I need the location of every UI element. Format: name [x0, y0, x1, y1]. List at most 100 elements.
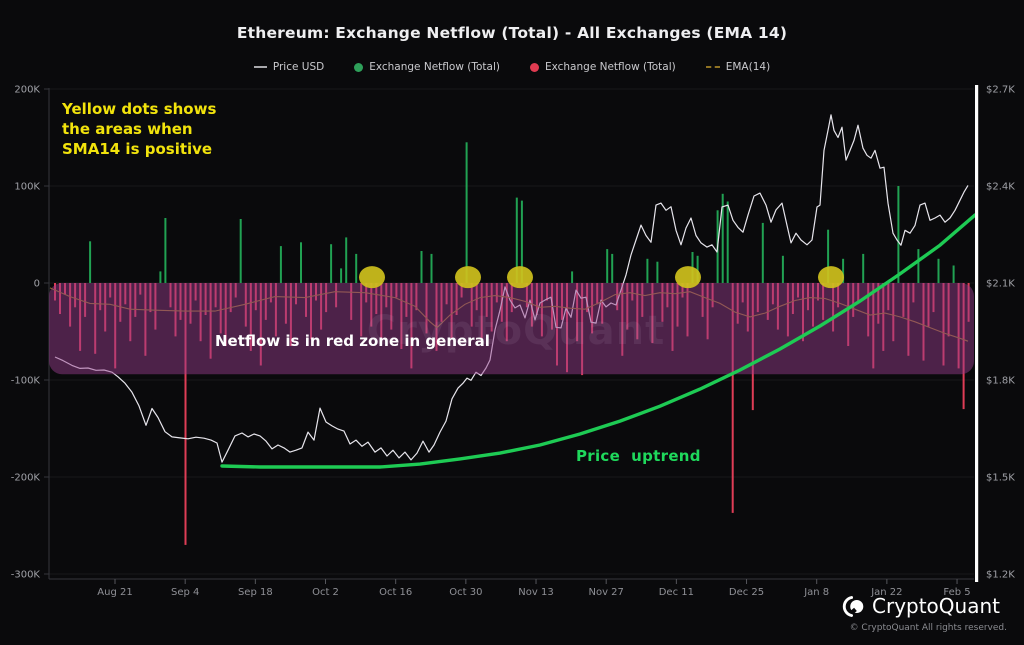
netflow-bar[interactable]	[696, 255, 699, 283]
netflow-bar[interactable]	[495, 283, 498, 303]
netflow-bar[interactable]	[561, 283, 563, 320]
netflow-bar[interactable]	[234, 283, 237, 298]
netflow-bar[interactable]	[69, 283, 72, 327]
netflow-bar[interactable]	[244, 283, 247, 327]
netflow-bar[interactable]	[812, 283, 814, 327]
netflow-bar[interactable]	[149, 283, 152, 313]
legend-item-netflow-positive[interactable]: Exchange Netflow (Total)	[354, 61, 500, 73]
netflow-bar[interactable]	[636, 283, 639, 340]
netflow-bar[interactable]	[385, 283, 388, 308]
netflow-bar[interactable]	[681, 283, 684, 298]
netflow-bar[interactable]	[199, 283, 202, 342]
netflow-bar[interactable]	[917, 249, 920, 283]
netflow-bar[interactable]	[269, 283, 272, 303]
netflow-bar[interactable]	[651, 283, 654, 344]
netflow-bar[interactable]	[345, 237, 348, 283]
netflow-bar[interactable]	[284, 283, 287, 324]
netflow-bar[interactable]	[395, 283, 398, 298]
netflow-bar[interactable]	[89, 241, 92, 283]
netflow-bar[interactable]	[902, 283, 905, 317]
netflow-bar[interactable]	[967, 283, 970, 322]
netflow-bar[interactable]	[164, 218, 167, 283]
netflow-bar[interactable]	[249, 283, 252, 351]
price-ema-line[interactable]	[220, 213, 977, 469]
netflow-bar[interactable]	[264, 283, 267, 320]
netflow-bar[interactable]	[465, 142, 468, 283]
netflow-bar[interactable]	[601, 283, 604, 324]
netflow-bar[interactable]	[937, 258, 940, 284]
netflow-bar[interactable]	[897, 186, 900, 283]
netflow-bar[interactable]	[375, 283, 378, 314]
netflow-bar[interactable]	[475, 283, 478, 311]
netflow-bar[interactable]	[485, 283, 488, 317]
netflow-bar[interactable]	[837, 283, 840, 308]
netflow-bar[interactable]	[114, 283, 117, 369]
netflow-bar[interactable]	[872, 283, 875, 369]
netflow-bar[interactable]	[781, 255, 784, 283]
netflow-bar[interactable]	[847, 283, 850, 346]
netflow-bar[interactable]	[756, 283, 759, 313]
netflow-bar[interactable]	[797, 283, 799, 298]
netflow-bar[interactable]	[766, 283, 769, 320]
legend-item-price[interactable]: Price USD	[253, 61, 324, 73]
netflow-bar[interactable]	[470, 283, 473, 327]
netflow-bar[interactable]	[390, 283, 393, 330]
netflow-ema-line[interactable]	[49, 287, 969, 342]
netflow-bar[interactable]	[119, 283, 122, 322]
legend-item-netflow-negative[interactable]: Exchange Netflow (Total)	[529, 61, 676, 73]
netflow-bar[interactable]	[144, 283, 147, 356]
netflow-bar[interactable]	[99, 283, 102, 311]
netflow-bar[interactable]	[300, 242, 302, 283]
netflow-bar[interactable]	[947, 283, 950, 337]
netflow-bar[interactable]	[791, 283, 794, 314]
netflow-bar[interactable]	[134, 283, 137, 317]
netflow-bar[interactable]	[666, 283, 669, 308]
cryptoquant-logo[interactable]: CryptoQuant	[842, 594, 1000, 618]
netflow-bar[interactable]	[842, 258, 845, 284]
netflow-bar[interactable]	[129, 283, 132, 342]
netflow-bar[interactable]	[596, 283, 599, 305]
netflow-bar[interactable]	[209, 283, 212, 359]
netflow-bar[interactable]	[892, 283, 895, 342]
netflow-bar[interactable]	[159, 271, 162, 283]
netflow-bar[interactable]	[480, 283, 483, 344]
netflow-bar[interactable]	[425, 283, 428, 334]
right-axis-bar[interactable]	[975, 85, 979, 582]
netflow-bar[interactable]	[867, 283, 870, 337]
netflow-bar[interactable]	[807, 283, 809, 311]
netflow-bar[interactable]	[546, 283, 548, 301]
netflow-bar[interactable]	[415, 283, 418, 311]
netflow-bar[interactable]	[556, 283, 558, 366]
netflow-bar[interactable]	[64, 283, 66, 295]
netflow-bar[interactable]	[410, 283, 413, 369]
netflow-bar[interactable]	[576, 283, 579, 342]
netflow-bar[interactable]	[259, 283, 262, 366]
netflow-bar[interactable]	[932, 283, 935, 313]
netflow-bar[interactable]	[862, 253, 865, 283]
netflow-bar[interactable]	[104, 283, 107, 332]
netflow-bar[interactable]	[927, 283, 930, 327]
netflow-bar[interactable]	[330, 244, 333, 283]
netflow-bar[interactable]	[490, 283, 493, 332]
netflow-bar[interactable]	[736, 283, 739, 324]
netflow-bar[interactable]	[380, 283, 383, 342]
netflow-bar[interactable]	[751, 283, 754, 411]
netflow-bar[interactable]	[154, 283, 157, 330]
netflow-bar[interactable]	[59, 283, 61, 314]
netflow-bar[interactable]	[626, 283, 629, 330]
netflow-bar[interactable]	[325, 283, 328, 313]
netflow-bar[interactable]	[139, 283, 142, 295]
netflow-bar[interactable]	[661, 283, 664, 322]
netflow-bar[interactable]	[591, 283, 594, 334]
netflow-bar[interactable]	[942, 283, 945, 366]
netflow-bar[interactable]	[952, 265, 955, 284]
netflow-bar[interactable]	[686, 283, 689, 337]
netflow-bar[interactable]	[586, 283, 589, 313]
netflow-bar[interactable]	[641, 283, 644, 317]
netflow-bar[interactable]	[827, 229, 830, 284]
netflow-bar[interactable]	[832, 283, 835, 332]
netflow-bar[interactable]	[505, 283, 508, 342]
netflow-bar[interactable]	[74, 283, 77, 308]
netflow-bar[interactable]	[174, 283, 177, 337]
